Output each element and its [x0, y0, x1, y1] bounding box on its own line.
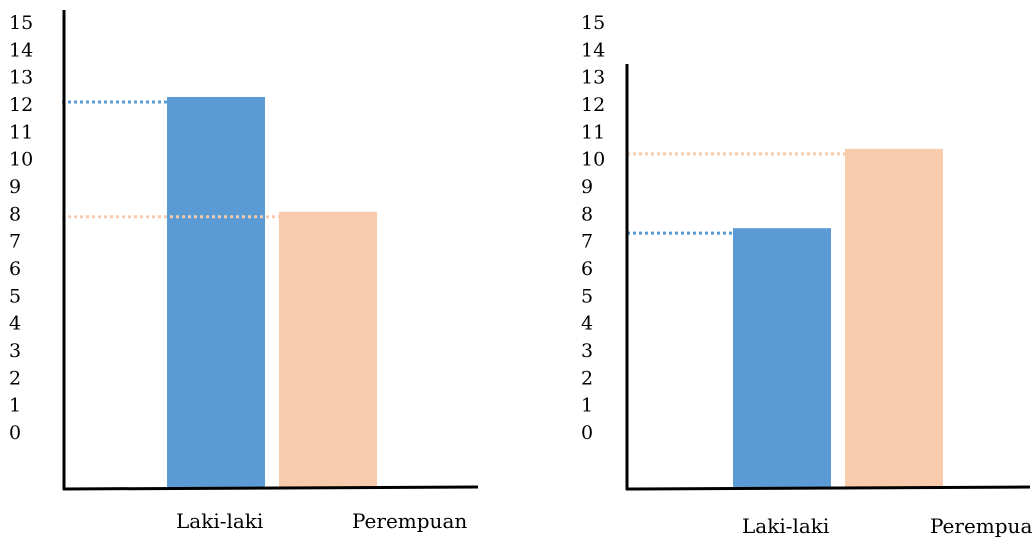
- y-tick-label: 10: [581, 149, 605, 171]
- category-label: Laki-laki: [176, 509, 263, 533]
- y-tick-label: 12: [9, 94, 33, 116]
- y-tick-label: 15: [581, 12, 605, 34]
- y-tick-label: 6: [9, 258, 21, 280]
- y-tick-label: 7: [9, 231, 21, 253]
- y-tick-label: 5: [9, 285, 21, 307]
- y-tick-label: 8: [9, 203, 21, 225]
- y-tick-label: 4: [581, 313, 593, 335]
- x-axis: [625, 485, 1031, 491]
- y-tick-label: 3: [581, 340, 593, 362]
- y-tick-label: 15: [9, 12, 33, 34]
- y-tick-label: 10: [9, 149, 33, 171]
- y-tick-label: 2: [581, 367, 593, 389]
- y-tick-label: 7: [581, 231, 593, 253]
- y-tick-label: 4: [9, 313, 21, 335]
- y-tick-label: 8: [581, 203, 593, 225]
- category-label: Perempuan: [930, 514, 1033, 538]
- y-tick-label: 14: [9, 39, 33, 61]
- x-axis: [62, 485, 479, 491]
- category-label: Perempuan: [352, 509, 467, 533]
- y-tick-label: 12: [581, 94, 605, 116]
- y-tick-label: 0: [581, 422, 593, 444]
- y-tick-label: 5: [581, 285, 593, 307]
- y-tick-label: 0: [9, 422, 21, 444]
- y-tick-label: 6: [581, 258, 593, 280]
- y-tick-label: 1: [9, 395, 21, 417]
- bar-laki-laki: [733, 228, 831, 489]
- y-tick-label: 14: [581, 39, 605, 61]
- category-label: Laki-laki: [742, 514, 829, 538]
- y-tick-label: 3: [9, 340, 21, 362]
- y-tick-label: 9: [581, 176, 593, 198]
- bar-perempuan: [279, 211, 377, 489]
- bar-laki-laki: [167, 96, 265, 490]
- y-tick-label: 2: [9, 367, 21, 389]
- y-tick-label: 9: [9, 176, 21, 198]
- y-tick-label: 13: [9, 67, 33, 89]
- bar-perempuan: [845, 148, 943, 490]
- y-tick-label: 13: [581, 67, 605, 89]
- y-tick-label: 11: [581, 121, 605, 143]
- y-tick-label: 11: [9, 121, 33, 143]
- y-tick-label: 1: [581, 395, 593, 417]
